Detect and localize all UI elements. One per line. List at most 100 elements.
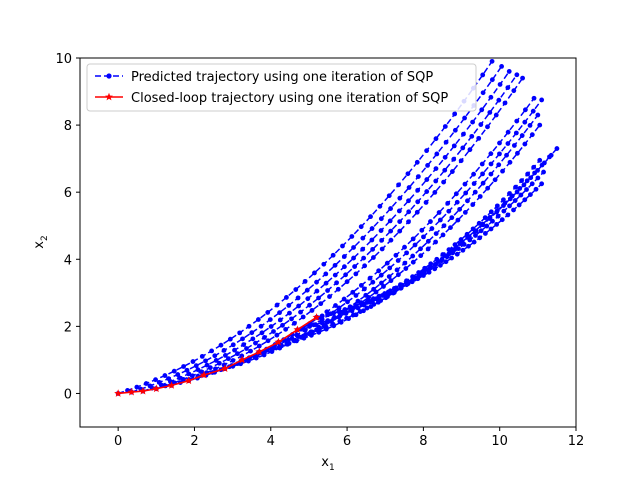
predicted-trajectory-point xyxy=(373,289,379,295)
predicted-trajectory-point xyxy=(241,342,247,348)
predicted-trajectory-point xyxy=(406,198,411,204)
predicted-trajectory-point xyxy=(318,301,324,307)
predicted-trajectory-point xyxy=(513,184,518,190)
predicted-trajectory-line xyxy=(224,114,539,370)
predicted-trajectory-point xyxy=(274,332,280,338)
predicted-trajectory-line xyxy=(278,154,552,343)
predicted-trajectory-point xyxy=(286,341,292,346)
predicted-trajectory-point xyxy=(370,297,376,303)
predicted-trajectory-point xyxy=(488,171,494,177)
predicted-trajectory-point xyxy=(441,179,447,185)
predicted-trajectory-point xyxy=(283,326,289,332)
predicted-trajectory-point xyxy=(501,203,506,208)
predicted-trajectory-point xyxy=(499,63,504,69)
predicted-trajectory-point xyxy=(462,210,468,215)
predicted-trajectory-point xyxy=(485,185,491,191)
predicted-trajectory-point xyxy=(265,310,271,315)
predicted-trajectory-line xyxy=(171,77,524,387)
predicted-trajectory-point xyxy=(341,254,347,259)
predicted-trajectory-point xyxy=(501,208,507,214)
predicted-trajectory-point xyxy=(496,162,502,168)
predicted-trajectory-point xyxy=(377,203,383,209)
predicted-trajectory-point xyxy=(402,244,407,250)
predicted-trajectory-point xyxy=(319,313,325,319)
predicted-trajectory-point xyxy=(477,235,483,241)
predicted-trajectory-point xyxy=(412,242,418,248)
predicted-trajectory-point xyxy=(333,303,338,308)
predicted-trajectory-point xyxy=(316,327,322,332)
predicted-trajectory-point xyxy=(539,181,545,187)
predicted-trajectory-point xyxy=(186,371,192,377)
predicted-trajectory-point xyxy=(189,373,195,379)
predicted-trajectory-point xyxy=(519,178,524,184)
predicted-trajectory-point xyxy=(379,246,385,252)
predicted-trajectory-point xyxy=(409,279,415,285)
predicted-trajectory-point xyxy=(511,207,516,213)
closed-loop-trajectory-point xyxy=(127,387,136,396)
predicted-trajectory-point xyxy=(336,305,342,311)
predicted-trajectory-point xyxy=(428,219,433,224)
predicted-trajectory-point xyxy=(519,133,525,138)
closed-loop-trajectory-point xyxy=(138,386,147,395)
predicted-trajectory-point xyxy=(397,195,403,201)
predicted-trajectory-point xyxy=(480,90,486,96)
predicted-trajectory-point xyxy=(449,255,455,261)
predicted-trajectory-point xyxy=(359,302,364,307)
predicted-trajectory-point xyxy=(351,245,356,250)
predicted-trajectory-point xyxy=(295,295,301,301)
predicted-trajectory-point xyxy=(487,110,493,115)
predicted-trajectory-point xyxy=(414,209,420,215)
predicted-trajectory-point xyxy=(239,353,245,359)
predicted-trajectory-point xyxy=(213,358,219,363)
predicted-trajectory-point xyxy=(364,305,370,311)
y-tick-label: 10 xyxy=(55,52,72,67)
predicted-trajectory-point xyxy=(268,324,274,329)
predicted-trajectory-point xyxy=(488,161,494,167)
predicted-trajectory-point xyxy=(505,141,511,146)
predicted-trajectory-point xyxy=(392,287,398,293)
predicted-trajectory-point xyxy=(171,368,177,374)
predicted-trajectory-point xyxy=(280,322,285,328)
predicted-trajectory-point xyxy=(209,348,215,354)
predicted-trajectory-point xyxy=(366,295,372,300)
predicted-trajectory-point xyxy=(381,293,387,298)
predicted-trajectory-point xyxy=(388,228,394,234)
predicted-trajectory-point xyxy=(393,252,399,258)
predicted-trajectory-point xyxy=(143,381,149,386)
predicted-trajectory-point xyxy=(376,268,382,274)
predicted-trajectory-point xyxy=(497,82,503,87)
predicted-trajectory-point xyxy=(425,163,430,168)
predicted-trajectory-point xyxy=(451,143,457,149)
predicted-trajectory-point xyxy=(488,94,494,100)
predicted-trajectory-point xyxy=(360,246,366,252)
predicted-trajectory-point xyxy=(386,193,392,199)
predicted-trajectory-point xyxy=(410,259,416,265)
predicted-trajectory-point xyxy=(313,322,319,328)
y-tick-label: 0 xyxy=(64,387,72,402)
predicted-trajectory-point xyxy=(433,231,439,237)
predicted-trajectory-point xyxy=(341,296,347,302)
closed-loop-trajectory-point xyxy=(274,337,283,346)
predicted-trajectory-point xyxy=(367,275,373,281)
predicted-trajectory-line xyxy=(241,124,541,361)
predicted-trajectory-point xyxy=(457,206,463,212)
predicted-trajectory-point xyxy=(456,246,461,252)
predicted-trajectory-point xyxy=(471,181,477,186)
predicted-trajectory-point xyxy=(240,336,245,342)
predicted-trajectory-point xyxy=(203,358,208,364)
predicted-trajectory-point xyxy=(177,375,182,381)
predicted-trajectory-point xyxy=(507,203,512,209)
predicted-trajectory-point xyxy=(514,189,520,195)
predicted-trajectory-point xyxy=(397,219,403,224)
predicted-trajectory-point xyxy=(371,301,377,307)
predicted-trajectory-point xyxy=(488,209,494,215)
predicted-trajectory-point xyxy=(529,181,535,187)
predicted-trajectory-point xyxy=(539,97,545,103)
y-axis-label: x2 xyxy=(32,235,50,248)
x-axis-label-main: x xyxy=(321,455,329,470)
predicted-trajectory-point xyxy=(525,171,531,177)
predicted-trajectory-point xyxy=(384,260,390,266)
predicted-trajectory-point xyxy=(489,77,495,83)
predicted-trajectory-point xyxy=(461,131,466,137)
predicted-trajectory-point xyxy=(523,107,528,113)
